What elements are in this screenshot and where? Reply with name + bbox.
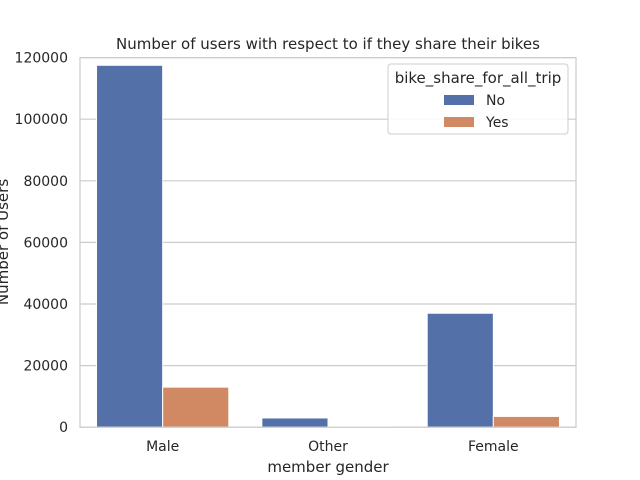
x-axis-label: member gender (267, 458, 389, 476)
bar-male-yes (162, 386, 230, 428)
bar-female-yes (492, 415, 560, 428)
y-tick-label: 80000 (23, 174, 68, 190)
legend: bike_share_for_all_trip No Yes (387, 63, 569, 135)
y-tick-label: 100000 (15, 112, 68, 128)
bar-male-no (96, 64, 164, 428)
legend-box (387, 63, 569, 135)
legend-title: bike_share_for_all_trip (395, 69, 562, 88)
bar-female-no (426, 312, 494, 428)
y-tick-label: 120000 (15, 51, 68, 67)
legend-swatch-no (444, 95, 474, 105)
legend-swatch-yes (444, 117, 474, 127)
y-tick-labels: 0 20000 40000 60000 80000 100000 120000 (15, 51, 68, 437)
y-tick-label: 40000 (23, 297, 68, 313)
y-tick-label: 20000 (23, 359, 68, 375)
legend-label: Yes (485, 115, 509, 131)
x-tick-labels: Male Other Female (146, 439, 519, 455)
y-tick-label: 0 (59, 420, 68, 436)
bar-other-no (261, 417, 329, 428)
plot-frame (79, 56, 577, 428)
chart-title: Number of users with respect to if they … (116, 35, 540, 53)
legend-label: No (486, 93, 505, 109)
y-axis-label: Number of Users (0, 179, 12, 305)
y-tick-label: 60000 (23, 235, 68, 251)
x-tick-label: Female (468, 439, 519, 455)
x-tick-label: Other (308, 439, 348, 455)
x-tick-label: Male (146, 439, 179, 455)
